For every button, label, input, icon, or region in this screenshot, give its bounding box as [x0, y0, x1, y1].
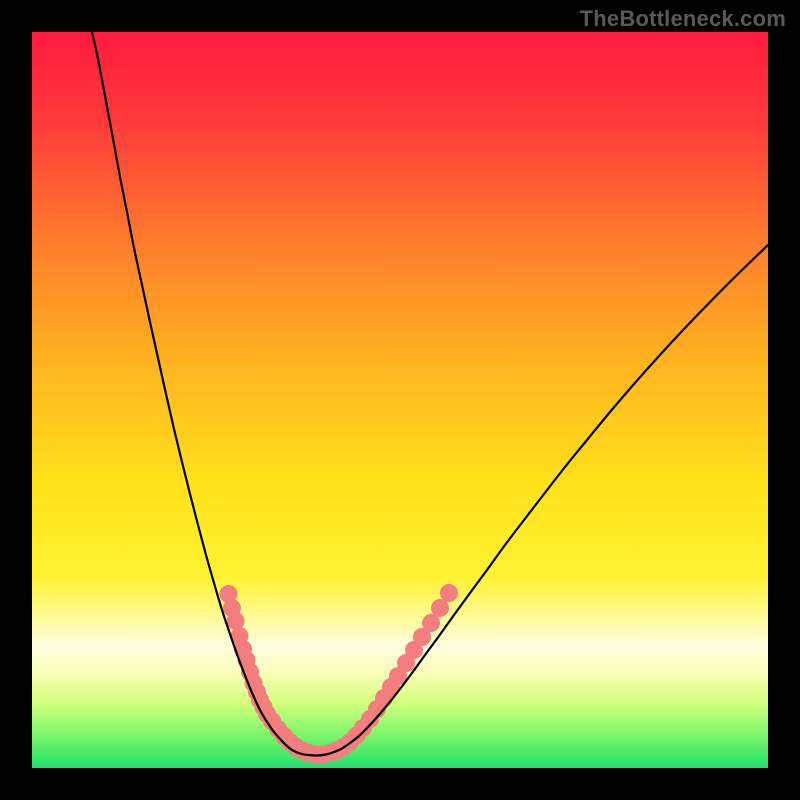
watermark-text: TheBottleneck.com — [580, 6, 786, 32]
marker-dot — [422, 614, 440, 632]
marker-dot — [431, 599, 449, 617]
marker-dot — [440, 584, 458, 602]
chart-plot — [32, 32, 768, 768]
